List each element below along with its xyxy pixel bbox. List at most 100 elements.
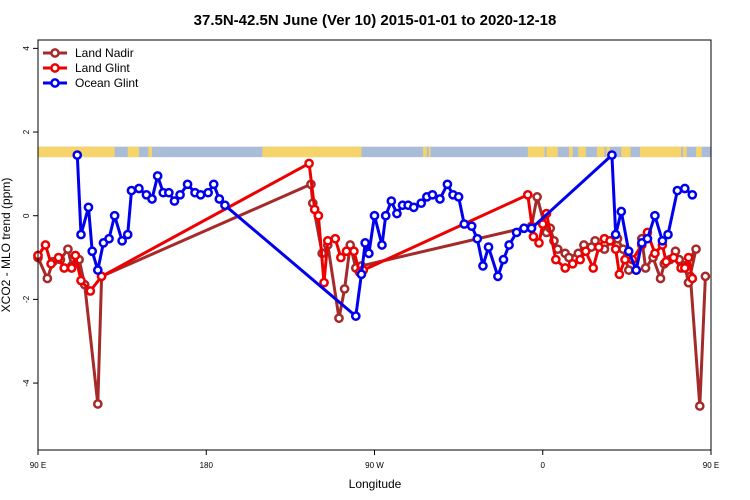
data-point	[616, 206, 627, 217]
data-point	[334, 313, 344, 324]
data-point	[109, 210, 120, 221]
data-point	[631, 265, 642, 275]
data-point	[92, 265, 103, 275]
data-point	[175, 189, 185, 200]
data-point	[672, 185, 683, 196]
y-tick-label: 4	[22, 46, 31, 51]
data-point	[655, 273, 666, 284]
series-ocean-glint	[72, 150, 698, 321]
data-point	[668, 252, 679, 263]
data-point	[650, 248, 660, 259]
land-band	[527, 146, 545, 158]
data-point	[687, 273, 698, 284]
land-band	[568, 146, 573, 158]
data-point	[360, 238, 371, 248]
data-point	[691, 244, 701, 255]
data-point	[169, 196, 180, 206]
data-point	[498, 254, 509, 265]
data-point	[427, 189, 438, 200]
land-band	[578, 146, 586, 158]
data-point	[195, 189, 206, 200]
data-point	[478, 261, 488, 271]
data-point	[661, 256, 671, 267]
land-band	[546, 146, 558, 158]
data-point	[663, 229, 673, 240]
data-point	[483, 242, 494, 252]
data-point	[122, 229, 133, 240]
data-point	[126, 185, 137, 196]
data-point	[147, 194, 157, 204]
legend-swatch-marker	[50, 63, 60, 73]
data-point	[532, 192, 542, 202]
data-point	[550, 254, 561, 265]
data-point	[313, 210, 324, 221]
series-land-glint	[33, 158, 698, 296]
legend-swatch-marker	[50, 78, 60, 88]
data-point	[560, 263, 571, 273]
data-point	[442, 179, 453, 190]
data-point	[208, 179, 219, 190]
data-point	[694, 401, 705, 411]
data-point	[134, 183, 144, 194]
land-band	[127, 146, 139, 158]
data-point	[657, 235, 668, 246]
land-band	[262, 146, 362, 158]
data-point	[607, 150, 617, 160]
data-point	[46, 258, 56, 269]
land-band	[148, 146, 153, 158]
legend-item: Land Nadir	[43, 46, 134, 60]
data-series	[33, 150, 711, 411]
data-point	[620, 254, 630, 265]
data-point	[522, 189, 533, 200]
data-point	[472, 233, 483, 244]
data-point	[70, 250, 81, 261]
y-tick-label: -4	[22, 379, 31, 387]
data-point	[40, 240, 51, 250]
data-point	[203, 187, 213, 198]
data-point	[164, 187, 174, 198]
data-point	[76, 229, 86, 240]
data-point	[605, 235, 615, 246]
data-point	[534, 238, 544, 248]
x-tick-label: 0	[541, 461, 546, 470]
data-point	[341, 246, 352, 257]
data-point	[85, 286, 96, 296]
land-band	[696, 146, 702, 158]
data-point	[350, 311, 361, 321]
data-point	[92, 399, 103, 409]
data-point	[319, 277, 329, 288]
data-point	[504, 240, 514, 250]
data-point	[66, 263, 77, 273]
y-tick-label: -2	[22, 295, 31, 303]
x-tick-label: 180	[200, 461, 214, 470]
data-point	[349, 246, 359, 257]
data-point	[642, 233, 653, 244]
x-tick-label: 90 E	[703, 461, 719, 470]
data-point	[610, 244, 621, 255]
data-point	[356, 269, 367, 280]
data-point	[640, 263, 651, 273]
data-point	[104, 233, 114, 244]
data-point	[76, 275, 86, 286]
legend-item: Ocean Glint	[43, 76, 139, 90]
land-band	[682, 146, 687, 158]
data-point	[117, 235, 127, 246]
data-point	[304, 158, 314, 169]
land-band	[606, 146, 611, 158]
data-point	[182, 179, 193, 190]
data-point	[588, 263, 599, 273]
data-point	[336, 252, 346, 263]
land-band	[428, 146, 431, 158]
data-point	[87, 246, 98, 257]
data-point	[392, 208, 402, 219]
land-band	[621, 146, 631, 158]
data-point	[220, 200, 230, 211]
data-point	[679, 263, 690, 273]
chart-title: 37.5N-42.5N June (Ver 10) 2015-01-01 to …	[194, 12, 557, 29]
data-point	[416, 198, 427, 209]
data-point	[53, 252, 64, 263]
y-tick-label: 2	[22, 129, 31, 134]
data-point	[593, 242, 604, 252]
